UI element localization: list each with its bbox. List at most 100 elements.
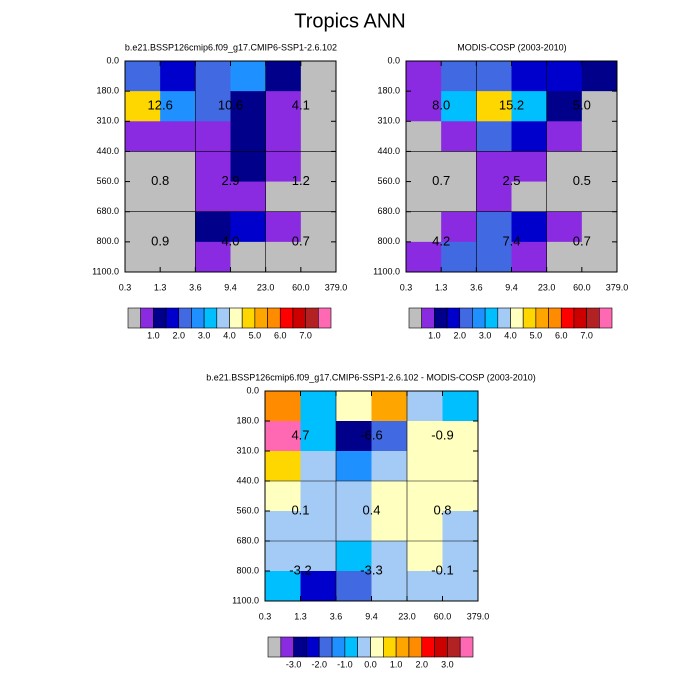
x-tick-label: 3.6 (470, 282, 483, 292)
colorbar-label: 2.0 (172, 330, 185, 340)
cell-annotation: 2.9 (221, 173, 239, 188)
x-tick-label: 9.4 (365, 611, 378, 621)
cell (511, 61, 548, 92)
colorbar-box (140, 307, 154, 329)
cell (407, 571, 443, 602)
cell (336, 391, 372, 422)
colorbar-box (383, 636, 397, 658)
colorbar-box (216, 307, 230, 329)
y-tick-label: 680.0 (96, 206, 119, 216)
y-tick-label: 180.0 (96, 86, 119, 96)
cell (581, 61, 618, 92)
colorbar-label: 4.0 (504, 330, 517, 340)
cell-annotation: 5.0 (573, 98, 591, 113)
cell (265, 151, 302, 183)
x-tick-label: 23.0 (538, 282, 556, 292)
y-tick-label: 800.0 (96, 236, 119, 246)
colorbar-label: 2.0 (453, 330, 466, 340)
cell-annotation: 0.8 (151, 173, 169, 188)
cell (230, 91, 267, 122)
cell (160, 211, 196, 243)
cell (511, 91, 548, 122)
cell-annotation: -0.1 (431, 562, 453, 577)
cell (265, 421, 301, 452)
x-tick-label: 9.4 (505, 282, 518, 292)
cell (300, 511, 337, 542)
cell (230, 121, 267, 152)
cell (442, 421, 479, 452)
colorbar-box (153, 307, 167, 329)
cell (407, 541, 443, 572)
x-tick-label: 9.4 (224, 282, 237, 292)
colorbar-box (510, 307, 524, 329)
cell-annotation: -3.2 (289, 562, 311, 577)
cell (230, 151, 267, 183)
colorbar-label: 0.0 (364, 659, 377, 669)
cell (300, 421, 337, 452)
colorbar-box (203, 307, 218, 329)
cell (195, 121, 231, 152)
colorbar-box (280, 636, 294, 658)
colorbar-box (241, 307, 256, 329)
cell (581, 121, 618, 152)
cell-annotation: 2.5 (502, 173, 520, 188)
cell-annotation: -6.6 (360, 427, 382, 442)
cell (476, 91, 512, 122)
cell (407, 421, 443, 452)
cell (195, 181, 231, 213)
colorbar-box (421, 307, 435, 329)
colorbar-box (306, 636, 320, 658)
cell (265, 511, 301, 542)
y-tick-label: 440.0 (377, 146, 400, 156)
cell (125, 91, 161, 122)
cell (581, 151, 618, 183)
colorbar-box (446, 307, 461, 329)
cell (441, 241, 477, 273)
colorbar-label: 2.0 (415, 659, 428, 669)
cell (265, 571, 301, 602)
y-tick-label: 560.0 (96, 176, 119, 186)
cell (407, 511, 443, 542)
y-tick-label: 800.0 (236, 565, 259, 575)
cell (441, 181, 477, 213)
cell-annotation: 4.0 (221, 233, 239, 248)
colorbar-label: -2.0 (311, 659, 327, 669)
x-tick-label: 1.3 (435, 282, 448, 292)
colorbar-box (318, 307, 332, 329)
y-tick-label: 180.0 (236, 415, 259, 425)
colorbar-box (599, 307, 613, 329)
cell (442, 451, 479, 482)
cell (441, 61, 477, 92)
y-tick-label: 310.0 (377, 116, 400, 126)
main-title: Tropics ANN (294, 10, 406, 32)
colorbar-box (408, 636, 423, 658)
cell-annotation: 0.5 (573, 173, 591, 188)
colorbar-label: 3.0 (441, 659, 454, 669)
colorbar-label: 1.0 (390, 659, 403, 669)
cell-annotation: 0.4 (362, 502, 380, 517)
cell (511, 211, 548, 243)
y-tick-label: 1100.0 (373, 266, 400, 276)
y-tick-label: 800.0 (377, 236, 400, 246)
cell (441, 151, 477, 183)
y-tick-label: 0.0 (387, 55, 400, 65)
cell (195, 151, 231, 183)
x-tick-label: 0.3 (400, 282, 413, 292)
colorbar-box (127, 307, 141, 329)
cell (406, 91, 442, 122)
y-tick-label: 560.0 (377, 176, 400, 186)
cell-annotation: 0.7 (573, 233, 591, 248)
cell (581, 91, 618, 122)
x-tick-label: 379.0 (325, 282, 348, 292)
cell (230, 211, 267, 243)
cell-annotation: 0.9 (151, 233, 169, 248)
colorbar-box (560, 307, 575, 329)
colorbar-box (267, 636, 282, 658)
cell (125, 61, 161, 92)
colorbar-box (191, 307, 205, 329)
x-tick-label: 1.3 (294, 611, 307, 621)
cell (265, 451, 301, 482)
cell (407, 481, 443, 512)
cell (511, 241, 548, 273)
colorbar-box (344, 636, 358, 658)
